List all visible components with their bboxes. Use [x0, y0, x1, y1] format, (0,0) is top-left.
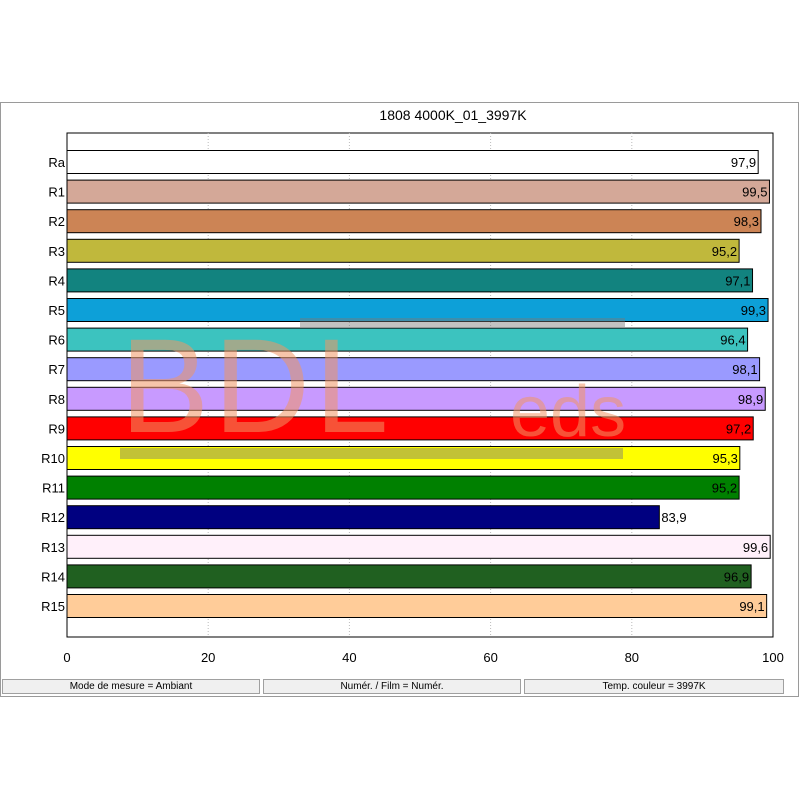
- plot-area: [66, 132, 774, 638]
- category-label-r2: R2: [48, 214, 65, 229]
- category-label-r13: R13: [41, 540, 65, 555]
- value-label-r9: 97,2: [726, 421, 751, 436]
- category-label-r14: R14: [41, 569, 65, 584]
- bar-r4: [66, 268, 754, 293]
- value-label-r5: 99,3: [741, 303, 766, 318]
- bar-r6: [66, 327, 749, 352]
- bar-r11: [66, 475, 740, 500]
- bar-r8: [66, 386, 766, 411]
- value-label-r8: 98,9: [738, 392, 763, 407]
- value-label-ra: 97,9: [731, 155, 756, 170]
- category-label-r12: R12: [41, 510, 65, 525]
- bar-r13: [66, 534, 771, 559]
- category-label-r1: R1: [48, 185, 65, 200]
- category-label-r11: R11: [42, 481, 65, 496]
- category-label-r5: R5: [48, 303, 65, 318]
- bar-r9: [66, 416, 754, 441]
- x-tick-label-40: 40: [342, 650, 356, 665]
- value-label-r14: 96,9: [724, 569, 749, 584]
- x-tick-label-100: 100: [762, 650, 784, 665]
- x-tick-label-60: 60: [483, 650, 497, 665]
- category-label-r15: R15: [41, 599, 65, 614]
- category-label-r4: R4: [48, 273, 65, 288]
- category-label-ra: Ra: [48, 155, 65, 170]
- bar-r14: [66, 564, 752, 589]
- value-label-r10: 95,3: [713, 451, 738, 466]
- value-label-r11: 95,2: [712, 481, 737, 496]
- status-measure-mode: Mode de mesure = Ambiant: [2, 679, 260, 694]
- value-label-r2: 98,3: [734, 214, 759, 229]
- status-color-temp: Temp. couleur = 3997K: [524, 679, 784, 694]
- value-label-r6: 96,4: [720, 333, 745, 348]
- bar-r1: [66, 179, 770, 204]
- value-label-r13: 99,6: [743, 540, 768, 555]
- value-label-r15: 99,1: [739, 599, 764, 614]
- category-label-r7: R7: [48, 362, 65, 377]
- bar-r7: [66, 357, 761, 382]
- value-label-r7: 98,1: [732, 362, 757, 377]
- status-bar: Mode de mesure = Ambiant Numér. / Film =…: [0, 677, 800, 697]
- category-label-r10: R10: [41, 451, 65, 466]
- x-tick-label-80: 80: [625, 650, 639, 665]
- chart-title: 1808 4000K_01_3997K: [379, 107, 527, 123]
- bar-r12: [66, 505, 660, 530]
- x-tick-label-20: 20: [201, 650, 215, 665]
- bar-r3: [66, 238, 740, 263]
- chart-window: 1808 4000K_01_3997K 0 20 40 60 80 100 Ra 97,9 R1 9…: [0, 102, 799, 697]
- x-tick-label-0: 0: [63, 650, 70, 665]
- category-label-r8: R8: [48, 392, 65, 407]
- bar-ra: [66, 150, 759, 174]
- bar-r15: [66, 594, 768, 618]
- category-label-r3: R3: [48, 244, 65, 259]
- cri-bar-chart: 1808 4000K_01_3997K 0 20 40 60 80 100 Ra 97,9 R1 9…: [41, 107, 784, 665]
- bar-r10: [66, 446, 741, 470]
- bar-r2: [66, 209, 762, 234]
- value-label-r4: 97,1: [725, 273, 750, 288]
- value-label-r1: 99,5: [742, 185, 767, 200]
- value-label-r3: 95,2: [712, 244, 737, 259]
- value-label-r12: 83,9: [661, 510, 686, 525]
- category-label-r9: R9: [48, 421, 65, 436]
- bar-r5: [66, 298, 769, 322]
- category-label-r6: R6: [48, 333, 65, 348]
- status-film: Numér. / Film = Numér.: [263, 679, 521, 694]
